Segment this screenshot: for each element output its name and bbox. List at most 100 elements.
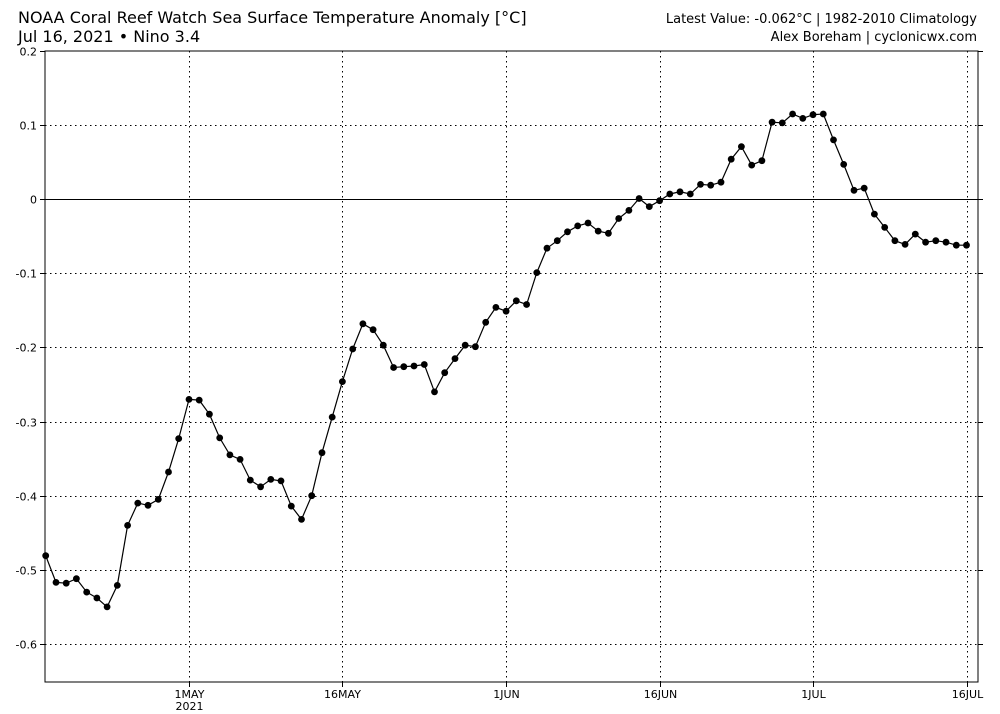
data-point [410,362,418,370]
data-point [451,355,459,362]
data-point [246,476,254,484]
data-point [860,184,868,192]
x-tick-label: 16JUN [644,688,678,701]
data-point [195,396,203,404]
data-point [768,118,776,126]
data-point [911,230,919,238]
data-point [431,388,438,396]
x-tick-label: 1MAY [175,688,205,701]
data-point [819,110,827,118]
data-point [492,304,500,311]
data-point [697,181,704,188]
data-point [390,364,397,371]
data-point [809,111,817,119]
data-point [891,237,899,245]
y-tick-label: 0.1 [20,120,38,133]
data-point [727,155,735,163]
data-point [645,203,653,211]
data-point [318,449,326,457]
data-point [543,244,551,252]
y-tick-label: -0.5 [16,565,37,578]
data-point [482,318,490,326]
data-point [533,269,541,276]
data-point [461,341,469,349]
chart-header-left: NOAA Coral Reef Watch Sea Surface Temper… [18,8,527,46]
data-point [113,582,121,589]
data-point [942,238,950,246]
data-point [165,468,172,476]
data-point [553,237,561,245]
chart-header-right: Latest Value: -0.062°C | 1982-2010 Clima… [666,11,977,47]
data-point [144,501,152,509]
data-point [236,456,244,463]
chart-title: NOAA Coral Reef Watch Sea Surface Temper… [18,8,527,27]
data-point [206,410,213,418]
data-point [666,190,674,198]
data-point [62,579,70,587]
data-point [799,115,807,122]
data-point [42,552,50,560]
data-point [134,499,142,507]
data-point [441,369,449,377]
chart-subtitle: Jul 16, 2021 • Nino 3.4 [18,27,201,46]
data-point [738,143,745,151]
data-point [758,157,766,165]
data-point [512,297,520,305]
data-point [103,603,111,611]
y-tick-label: -0.3 [16,417,37,430]
data-point [339,378,346,385]
data-point [963,241,970,249]
data-point [574,222,582,230]
data-point [778,119,786,127]
data-point [52,579,60,586]
data-point [349,345,357,353]
x-tick-label: 1JUN [493,688,520,701]
data-point [298,516,305,523]
data-point [267,476,275,483]
credit-text: Alex Boreham | cyclonicwx.com [770,30,977,45]
data-point [124,522,131,529]
data-point [359,320,367,328]
data-point [625,207,633,214]
data-point [840,161,848,168]
y-tick-label: 0.2 [20,46,38,59]
data-point [287,502,295,510]
data-point [850,186,858,194]
series-layer [42,110,970,611]
grid-layer [45,51,978,682]
data-point [257,483,264,491]
data-point [871,210,878,218]
data-point [830,136,837,144]
data-point [789,110,796,118]
data-point [502,307,510,315]
data-point [717,178,725,186]
data-point [881,224,889,231]
series-line [45,113,967,608]
data-point [226,451,234,459]
plot-frame [44,50,979,683]
data-point [308,492,316,500]
data-point [328,413,336,421]
data-point [277,477,285,485]
data-point [748,161,756,169]
x-tick-label: 16MAY [324,688,361,701]
data-point [922,238,929,246]
data-point [175,435,183,442]
data-point [932,237,940,245]
data-point [656,197,663,205]
data-point [707,181,715,189]
data-point [472,343,479,351]
data-point [615,215,623,222]
data-point [635,195,643,202]
y-tick-label: -0.1 [16,268,37,281]
data-point [564,228,571,236]
data-point [584,219,592,227]
data-point [420,361,428,368]
x-tick-sublabel: 2021 [176,700,204,713]
data-point [379,341,387,349]
x-tick-label: 16JUL [952,688,984,701]
latest-value-text: Latest Value: -0.062°C | 1982-2010 Clima… [665,12,977,27]
data-point [400,363,408,371]
